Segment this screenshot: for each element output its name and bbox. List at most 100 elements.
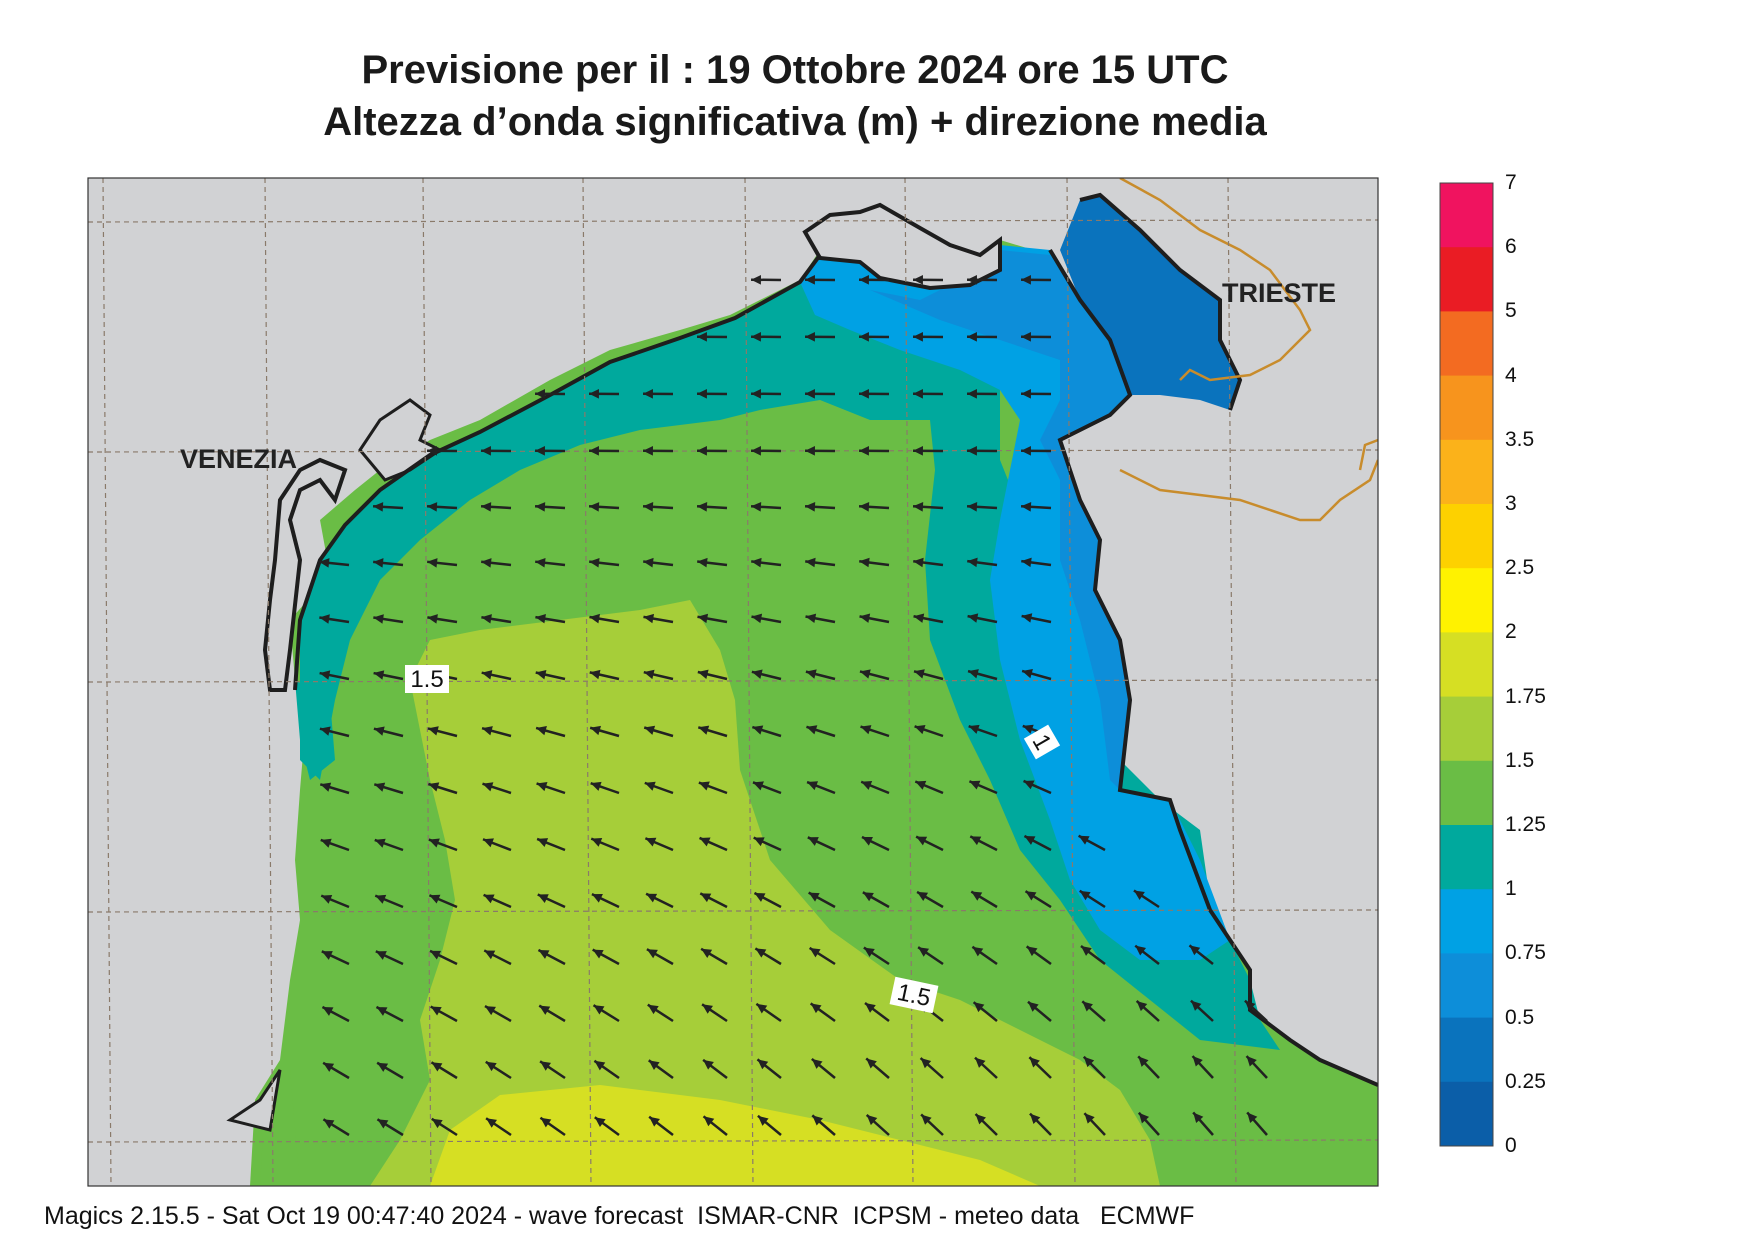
direction-arrow-head [861, 781, 873, 790]
direction-arrow-head [539, 1005, 551, 1015]
coastline-west [293, 253, 822, 691]
direction-arrow-head [535, 613, 546, 624]
colorbar-tick-label: 0 [1505, 1134, 1517, 1157]
direction-arrow-head [914, 725, 926, 735]
direction-arrow-head [913, 502, 924, 512]
direction-arrow-head [535, 446, 545, 456]
direction-arrow-head [974, 1057, 986, 1068]
direction-arrow-head [1082, 1001, 1093, 1012]
direction-arrow-head [645, 837, 657, 847]
direction-arrow-head [1025, 891, 1037, 901]
direction-arrow-head [805, 446, 815, 456]
colorbar-segment [1440, 953, 1493, 1019]
direction-arrow-head [375, 951, 387, 960]
direction-arrow-head [697, 669, 709, 679]
direction-arrow-head [805, 332, 815, 342]
direction-arrow-head [859, 502, 870, 512]
direction-arrow-head [812, 1115, 823, 1126]
colorbar-tick-label: 0.75 [1505, 941, 1546, 965]
direction-arrow-head [702, 1004, 713, 1014]
direction-arrow-head [1247, 1112, 1258, 1124]
direction-arrow-head [755, 948, 767, 958]
direction-arrow-head [698, 781, 710, 791]
direction-arrow-head [486, 1118, 497, 1128]
direction-arrow-head [808, 892, 820, 902]
direction-arrow-head [481, 614, 492, 624]
direction-arrow-head [700, 893, 712, 903]
colorbar-segment [1440, 247, 1493, 312]
direction-arrow-head [805, 389, 815, 399]
direction-arrow-head [535, 558, 546, 568]
direction-arrow-head [968, 724, 980, 734]
colorbar-segment [1440, 439, 1493, 505]
direction-arrow-head [540, 1117, 552, 1128]
direction-arrow-head [970, 836, 982, 846]
direction-arrow-head [536, 782, 548, 792]
direction-arrow-head [1083, 1056, 1095, 1068]
direction-arrow-head [322, 1007, 334, 1016]
direction-arrow-head [1023, 780, 1035, 790]
direction-arrow-head [913, 275, 923, 285]
direction-arrow-head [319, 558, 330, 568]
direction-arrow-head [859, 613, 871, 623]
direction-arrow-head [1022, 668, 1033, 679]
direction-arrow-head [967, 613, 979, 623]
direction-arrow-head [430, 1006, 442, 1016]
colorbar-tick-label: 3 [1505, 492, 1517, 515]
direction-arrow-head [864, 1003, 876, 1013]
direction-arrow-head [1133, 890, 1145, 900]
colorbar-tick-label: 3.5 [1505, 427, 1535, 451]
direction-arrow-head [1021, 332, 1031, 342]
direction-arrow-head [752, 725, 764, 735]
direction-arrow-head [753, 837, 765, 847]
direction-arrow-head [913, 613, 925, 623]
national-border [1119, 178, 1312, 382]
direction-arrow-head [913, 332, 923, 342]
direction-arrow-head [1022, 724, 1034, 734]
direction-arrow-head [1021, 557, 1032, 568]
direction-arrow-head [589, 446, 599, 456]
grado-lagoon [802, 202, 1002, 291]
direction-arrow-head [643, 389, 653, 399]
direction-arrow-head [805, 557, 816, 568]
direction-arrow-head [971, 891, 983, 901]
direction-arrow-head [751, 613, 763, 624]
direction-arrow-head [323, 1119, 335, 1129]
direction-arrow-head [484, 950, 496, 960]
title-line-2: Altezza d’onda significativa (m) + direz… [323, 100, 1267, 144]
direction-arrow-head [320, 838, 332, 848]
direction-arrow-head [859, 669, 871, 679]
direction-arrow-head [751, 389, 761, 399]
direction-arrow-head [859, 557, 870, 568]
direction-arrow-head [806, 725, 818, 735]
direction-arrow-head [914, 669, 925, 679]
direction-arrow-head [1021, 446, 1031, 456]
sea-0.5 [870, 250, 1130, 790]
direction-arrow-head [699, 837, 711, 847]
direction-arrow-head [591, 894, 603, 903]
direction-arrow-head [373, 614, 384, 624]
direction-arrow-head [918, 947, 930, 957]
venezia-lagoon [262, 457, 348, 692]
direction-arrow-head [540, 1061, 551, 1071]
direction-arrow-head [1138, 1112, 1150, 1124]
colorbar-segment [1440, 825, 1493, 890]
direction-arrow-head [751, 446, 761, 456]
direction-arrow-head [320, 782, 332, 792]
direction-arrow-head [756, 1003, 768, 1014]
direction-arrow-head [590, 725, 601, 736]
colorbar-segment [1440, 1017, 1493, 1083]
direction-arrow-head [757, 1059, 769, 1070]
colorbar-segment [1440, 183, 1493, 248]
direction-arrow-head [751, 502, 762, 512]
direction-arrow-head [701, 948, 713, 958]
direction-arrow-head [967, 557, 978, 568]
direction-arrow-head [913, 389, 923, 399]
colorbar-tick-label: 1.75 [1505, 684, 1546, 708]
direction-arrow-head [483, 894, 495, 904]
direction-arrow-head [377, 1119, 389, 1129]
direction-arrow-head [428, 782, 440, 792]
direction-arrow-head [975, 1114, 986, 1125]
direction-arrow-head [703, 1116, 715, 1127]
